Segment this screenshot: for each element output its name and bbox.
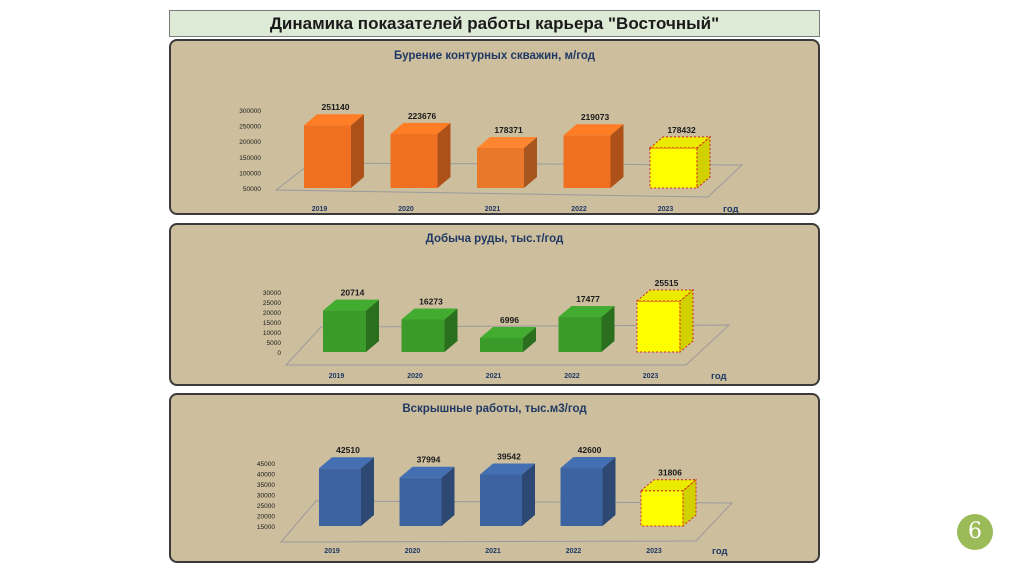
chart-floor <box>284 324 731 366</box>
bar-2021 <box>480 463 535 526</box>
chart-title: Бурение контурных скважин, м/год <box>394 50 596 62</box>
y-tick-label: 40000 <box>257 472 275 479</box>
y-tick-label: 10000 <box>263 330 281 337</box>
page-number-badge: 6 <box>957 514 993 550</box>
page-title: Динамика показателей работы карьера "Вос… <box>169 10 820 37</box>
y-tick-label: 15000 <box>263 320 281 327</box>
y-tick-label: 5000 <box>267 340 282 347</box>
y-tick-label: 20000 <box>263 310 281 317</box>
data-label: 178432 <box>667 125 696 135</box>
bar-2021 <box>477 136 537 188</box>
bar-2019 <box>323 299 379 352</box>
x-tick-label: 2022 <box>564 373 580 380</box>
drilling-chart-panel: Бурение контурных скважин, м/год 50000 100… <box>169 39 820 215</box>
data-label: 25515 <box>655 278 679 288</box>
stripping-chart-panel: Вскрышные работы, тыс.м3/год 15000 20000 25… <box>169 393 820 563</box>
x-tick-label: 2023 <box>643 373 659 380</box>
bar-2020 <box>399 466 455 526</box>
x-tick-label: 2020 <box>398 206 414 213</box>
x-axis-label: год <box>711 371 727 382</box>
y-tick-label: 250000 <box>239 124 261 131</box>
x-tick-label: 2022 <box>566 548 582 555</box>
data-label: 42510 <box>336 445 360 455</box>
bar-2023 <box>635 288 695 354</box>
y-tick-label: 50000 <box>243 186 261 193</box>
y-tick-label: 20000 <box>257 514 275 521</box>
data-label: 251140 <box>322 102 350 112</box>
data-label: 6996 <box>500 315 519 325</box>
bar-2021 <box>480 327 536 352</box>
ore-chart-panel: Добыча руды, тыс.т/год 0 5000 10000 15000 200… <box>169 223 820 386</box>
chart-floor <box>279 500 734 543</box>
y-tick-label: 35000 <box>257 482 275 489</box>
x-tick-label: 2019 <box>329 373 345 380</box>
x-tick-label: 2019 <box>312 206 328 213</box>
data-label: 42600 <box>578 445 602 455</box>
data-label: 178371 <box>494 125 523 135</box>
data-label: 37994 <box>417 455 441 465</box>
y-tick-label: 25000 <box>257 503 275 510</box>
x-axis-label: год <box>723 204 739 213</box>
data-label: 219073 <box>581 112 610 122</box>
bar-chart-2: Добыча руды, тыс.т/год 0 5000 10000 15000 200… <box>263 233 731 382</box>
x-tick-label: 2019 <box>324 548 340 555</box>
y-tick-label: 300000 <box>239 108 261 115</box>
bar-2022 <box>558 306 615 352</box>
y-tick-label: 15000 <box>257 524 275 531</box>
data-label: 17477 <box>576 294 600 304</box>
chart-floor <box>274 162 744 198</box>
y-tick-label: 0 <box>277 350 281 357</box>
data-label: 31806 <box>658 468 682 478</box>
bar-2020 <box>401 308 458 352</box>
y-tick-label: 100000 <box>239 170 261 177</box>
bar-2023 <box>639 478 698 528</box>
x-tick-label: 2022 <box>571 206 587 213</box>
bar-2019 <box>319 457 374 526</box>
y-tick-label: 25000 <box>263 300 281 307</box>
y-tick-label: 200000 <box>239 139 261 146</box>
bar-2022 <box>560 457 616 526</box>
x-tick-label: 2021 <box>486 373 502 380</box>
x-axis-label: год <box>712 546 728 557</box>
y-tick-label: 150000 <box>239 155 261 162</box>
bar-chart-1: Бурение контурных скважин, м/год 50000 100… <box>239 50 744 213</box>
bar-2019 <box>304 114 364 188</box>
data-label: 39542 <box>497 451 521 461</box>
x-tick-label: 2021 <box>485 548 501 555</box>
bar-2020 <box>390 122 451 188</box>
data-label: 16273 <box>419 296 443 306</box>
x-tick-label: 2023 <box>658 206 674 213</box>
y-tick-label: 45000 <box>257 461 275 468</box>
bar-2022 <box>563 124 624 188</box>
x-tick-label: 2020 <box>407 373 423 380</box>
bar-chart-3: Вскрышные работы, тыс.м3/год 15000 20000 25… <box>257 403 734 557</box>
chart-title: Добыча руды, тыс.т/год <box>426 233 564 245</box>
y-tick-label: 30000 <box>257 493 275 500</box>
x-tick-label: 2020 <box>405 548 421 555</box>
x-tick-label: 2021 <box>485 206 501 213</box>
x-tick-label: 2023 <box>646 548 662 555</box>
chart-title: Вскрышные работы, тыс.м3/год <box>402 403 587 415</box>
data-label: 20714 <box>341 288 365 298</box>
data-label: 223676 <box>408 111 437 121</box>
bar-2023 <box>648 135 712 190</box>
y-tick-label: 30000 <box>263 290 281 297</box>
